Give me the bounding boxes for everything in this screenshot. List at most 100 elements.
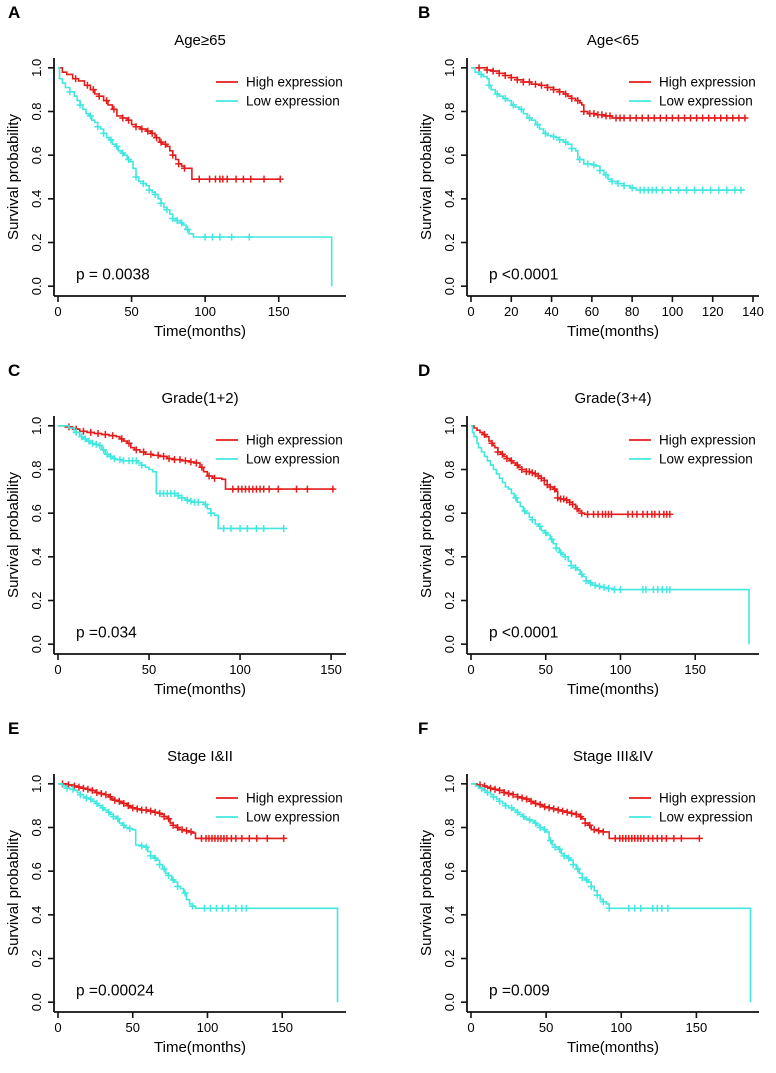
censor-mark [737, 186, 745, 194]
censor-mark [120, 821, 128, 829]
censor-mark [107, 136, 115, 144]
censor-mark [525, 114, 533, 122]
censor-mark [132, 123, 140, 131]
censor-mark [109, 432, 117, 440]
censor-mark [574, 97, 582, 105]
censor-mark [569, 500, 577, 508]
censor-mark [151, 808, 159, 816]
censor-mark [699, 186, 707, 194]
censor-mark [114, 815, 122, 823]
censor-mark [181, 164, 189, 172]
legend-label-high: High expression [246, 75, 343, 90]
x-tick-label: 100 [610, 662, 632, 677]
censor-mark [206, 904, 214, 912]
legend-label-high: High expression [659, 433, 756, 448]
censor-mark [88, 786, 96, 794]
censor-mark [568, 145, 576, 153]
censor-mark [206, 175, 214, 183]
censor-mark [165, 815, 173, 823]
censor-mark [545, 804, 553, 812]
censor-mark [183, 225, 191, 233]
x-tick-label: 100 [610, 1020, 632, 1035]
censor-mark [496, 786, 504, 794]
censor-mark [187, 497, 195, 505]
censor-mark [111, 796, 119, 804]
censor-mark [540, 476, 548, 484]
censor-mark [616, 586, 624, 594]
p-value-label: p =0.00024 [76, 982, 154, 999]
censor-mark [584, 160, 592, 168]
censor-mark [216, 233, 224, 241]
censor-mark [711, 114, 719, 122]
censor-mark [118, 435, 126, 443]
censor-mark [509, 791, 517, 799]
censor-mark [187, 828, 195, 836]
censor-mark [508, 804, 516, 812]
censor-mark [536, 823, 544, 831]
panel-title: Age≥65 [174, 32, 226, 49]
censor-mark [211, 474, 219, 482]
x-axis-title: Time(months) [567, 323, 659, 340]
censor-mark [666, 186, 674, 194]
censor-mark [550, 133, 558, 141]
censor-mark [242, 904, 250, 912]
x-axis-title: Time(months) [567, 1039, 659, 1056]
censor-mark [96, 441, 104, 449]
censor-mark [574, 865, 582, 873]
censor-mark [583, 876, 591, 884]
censor-mark [587, 579, 595, 587]
panel-title: Stage I&II [167, 748, 233, 765]
censor-mark [666, 586, 674, 594]
panel-letter: D [418, 361, 430, 380]
censor-mark [512, 494, 520, 502]
censor-mark [533, 121, 541, 129]
censor-mark [562, 90, 570, 98]
censor-mark [614, 180, 622, 188]
censor-mark [620, 114, 628, 122]
censor-mark [176, 456, 184, 464]
censor-mark [525, 78, 533, 86]
censor-mark [587, 882, 595, 890]
censor-mark [666, 510, 674, 518]
censor-mark [87, 795, 95, 803]
censor-mark [101, 431, 109, 439]
censor-mark [263, 834, 271, 842]
censor-mark [591, 581, 599, 589]
censor-mark [174, 492, 182, 500]
censor-mark [514, 808, 522, 816]
y-tick-label: 0.4 [29, 906, 44, 924]
censor-mark [75, 783, 83, 791]
censor-mark [109, 813, 117, 821]
x-tick-label: 150 [268, 304, 290, 319]
censor-mark [620, 182, 628, 190]
censor-mark [480, 431, 488, 439]
censor-mark [178, 826, 186, 834]
censor-mark [194, 498, 202, 506]
censor-mark [560, 852, 568, 860]
censor-mark [602, 171, 610, 179]
y-axis-title: Survival probability [418, 830, 435, 956]
censor-mark [478, 784, 486, 792]
y-tick-label: 1.0 [29, 59, 44, 77]
y-tick-label: 1.0 [442, 59, 457, 77]
censor-mark [192, 459, 200, 467]
censor-mark [175, 160, 183, 168]
censor-mark [107, 452, 115, 460]
censor-mark [140, 448, 148, 456]
censor-mark [87, 428, 95, 436]
censor-mark [195, 175, 203, 183]
x-tick-label: 80 [625, 304, 639, 319]
censor-mark [232, 834, 240, 842]
censor-mark [596, 582, 604, 590]
censor-mark [600, 583, 608, 591]
panel-b-chart: B Age<65 0 20 40 60 80 100 120 140 0.0 0.2 0.4 0.6 0.8… [418, 3, 764, 340]
censor-mark [556, 845, 564, 853]
y-tick-label: 0.4 [442, 906, 457, 924]
censor-mark [280, 524, 288, 532]
censor-mark [292, 485, 300, 493]
censor-mark [662, 114, 670, 122]
censor-mark [491, 785, 499, 793]
censor-mark [520, 813, 528, 821]
censor-mark [148, 129, 156, 137]
censor-mark [183, 827, 191, 835]
